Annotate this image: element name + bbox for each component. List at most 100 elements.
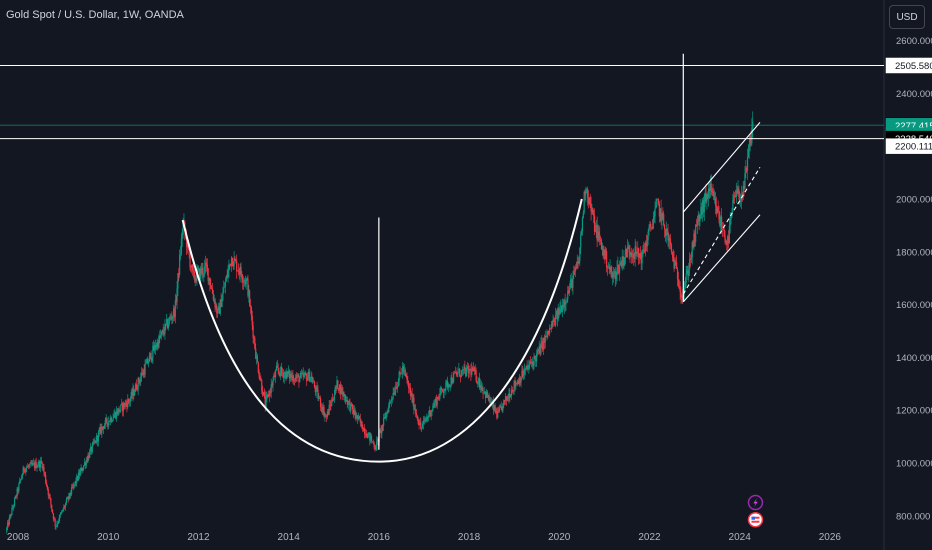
cup-arc[interactable] (181, 198, 583, 463)
price-axis[interactable]: 800.000 1000.000 1200.000 1400.000 1600.000 1… (896, 36, 932, 522)
candle-body (249, 305, 252, 308)
candle-body (151, 358, 153, 361)
candle-body (558, 308, 560, 315)
candle-body (128, 399, 130, 402)
candle-body (25, 468, 27, 472)
candle-body (717, 207, 719, 212)
candle-body (305, 373, 307, 375)
candle-body (328, 405, 330, 415)
candle-body (227, 270, 229, 278)
candle-body (314, 387, 316, 393)
candle-body (408, 383, 410, 389)
candle-body (481, 387, 483, 390)
candle-body (687, 270, 689, 276)
candle-body (259, 377, 261, 380)
candle-body (39, 460, 42, 468)
time-axis[interactable]: 2008 2010 2012 2014 2016 2018 2020 2022 2024 2026 (7, 532, 842, 543)
candle-body (617, 264, 619, 268)
candle-body (344, 395, 346, 397)
candle-body (506, 397, 508, 401)
candle-body (603, 249, 605, 256)
candle-body (35, 461, 37, 469)
candle-body (272, 380, 274, 386)
candle-body (708, 188, 710, 198)
candle-body (88, 455, 90, 458)
us-flag-stripe (751, 516, 760, 519)
channel-lower-line[interactable] (682, 214, 761, 303)
candle-body (376, 441, 378, 450)
candle-body (231, 257, 233, 266)
candle-body (346, 400, 348, 405)
candle-body (724, 236, 726, 243)
candle-body (485, 392, 488, 398)
events[interactable] (747, 494, 764, 528)
candle-body (706, 193, 708, 202)
candle-body (587, 189, 589, 198)
candle-body (389, 401, 392, 402)
candle-body (276, 365, 278, 368)
candle-body (17, 488, 19, 492)
candle-body (466, 367, 468, 376)
candle-body (130, 392, 132, 399)
candle-body (634, 246, 636, 259)
candle-body (269, 391, 272, 393)
candle-body (215, 305, 217, 308)
channel-mid-line[interactable] (682, 166, 761, 295)
candle-body (119, 410, 121, 412)
candle-body (610, 266, 612, 272)
candle-body (436, 397, 438, 406)
candle-body (149, 352, 151, 356)
candle-body (453, 372, 456, 374)
candle-body (289, 374, 291, 379)
candle-body (642, 249, 644, 251)
candle-body (248, 290, 250, 296)
candle-body (402, 366, 404, 374)
channel-upper-line[interactable] (682, 122, 761, 213)
candle-body (197, 269, 199, 271)
currency-button[interactable]: USD (889, 5, 925, 29)
candle-body (503, 400, 505, 404)
candle-body (704, 192, 706, 199)
candle-body (513, 381, 515, 391)
candle-body (523, 374, 525, 377)
candle-body (708, 188, 711, 192)
candle-body (306, 377, 309, 381)
candle-body (308, 371, 310, 382)
candle-body (511, 389, 514, 392)
candle-body (527, 368, 529, 369)
us-flag-icon[interactable] (747, 511, 764, 528)
candle-body (715, 205, 718, 214)
candle-body (537, 350, 539, 352)
candle-body (529, 361, 532, 363)
candle-body (244, 280, 246, 285)
lightning-icon[interactable] (747, 494, 764, 511)
candle-body (280, 367, 282, 377)
candle-body (671, 251, 673, 254)
price-labels: 2505.5802279.4802277.4153d 1h2228.540220… (885, 57, 932, 154)
candle-body (294, 377, 297, 381)
candle-body (534, 356, 536, 358)
candle-body (287, 370, 290, 374)
candle-body (212, 293, 214, 300)
us-flag-ring (747, 511, 764, 528)
candle-body (690, 257, 692, 260)
candle-body (656, 199, 658, 206)
candle-body (662, 213, 664, 215)
candle-body (609, 266, 611, 270)
candle-body (166, 319, 169, 329)
candle-body (296, 375, 298, 379)
candle-body (23, 467, 25, 471)
candle-body (343, 391, 345, 397)
candle-body (560, 306, 562, 309)
candle-body (585, 191, 587, 195)
candle-body (324, 415, 326, 417)
x-tick-label: 2012 (187, 532, 210, 543)
y-tick-label: 1600.000 (896, 300, 932, 311)
candle-body (440, 387, 442, 394)
candle-body (588, 197, 590, 205)
candle-body (157, 341, 159, 348)
candle-body (115, 412, 117, 419)
candle-body (711, 190, 713, 192)
candle-body (300, 373, 303, 374)
